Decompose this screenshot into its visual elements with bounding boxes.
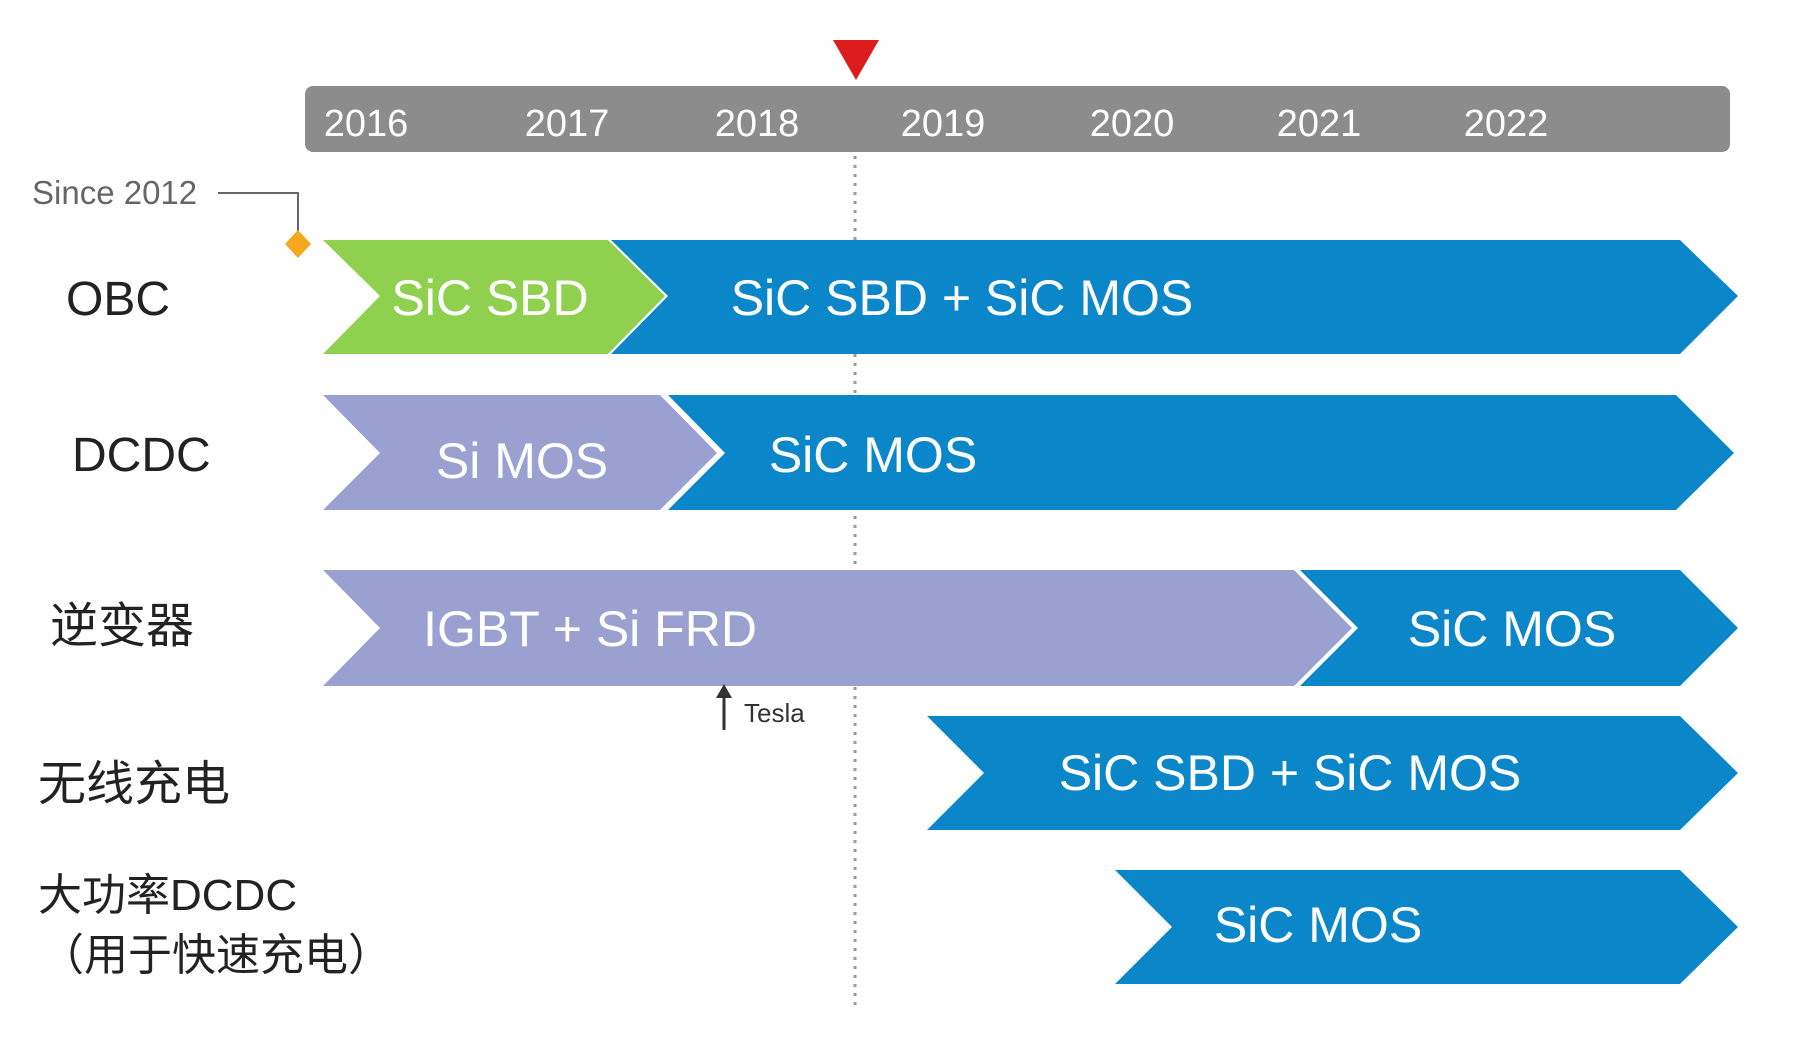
since-note: Since 2012: [32, 174, 197, 211]
segment-label: SiC MOS: [1214, 897, 1422, 953]
row-label-dcdc: DCDC: [72, 429, 211, 482]
segment-label: SiC SBD: [391, 270, 588, 326]
segment-label: IGBT + Si FRD: [423, 601, 757, 657]
year-label: 2022: [1464, 103, 1549, 145]
since-diamond-marker: [285, 230, 311, 258]
segment-wireless-charging-sic-sbd-sic-mos: [927, 716, 1738, 830]
segment-inverter-sic-mos: [1300, 570, 1738, 686]
since-note-leader-line: [218, 192, 299, 232]
segment-obc-sic-sbd-sic-mos: [611, 240, 1738, 354]
row-label-high-power-dcdc-note: （用于快速充电）: [40, 931, 392, 980]
segment-dcdc-sic-mos: [668, 395, 1734, 510]
segment-inverter-igbt-si-frd: [323, 570, 1352, 686]
tesla-note: Tesla: [744, 698, 805, 728]
row-label-inverter: 逆变器: [50, 600, 194, 653]
year-label: 2017: [525, 103, 610, 145]
segment-obc-sic-sbd: [323, 240, 665, 354]
segment-label: SiC SBD + SiC MOS: [731, 270, 1194, 326]
year-label: 2016: [324, 103, 409, 145]
year-label: 2018: [715, 103, 800, 145]
year-label: 2020: [1090, 103, 1175, 145]
segment-dcdc-si-mos: [323, 395, 717, 510]
segment-high-power-dcdc-sic-mos: [1115, 870, 1738, 984]
segment-label: Si MOS: [436, 433, 608, 489]
tesla-arrow-head: [716, 684, 732, 698]
row-label-obc: OBC: [66, 273, 170, 326]
row-label-high-power-dcdc: 大功率DCDC: [38, 871, 297, 920]
row-label-wireless-charging: 无线充电: [38, 758, 230, 811]
segment-label: SiC MOS: [769, 427, 977, 483]
year-label: 2019: [901, 103, 986, 145]
segment-label: SiC MOS: [1408, 601, 1616, 657]
timeline-bar: [305, 86, 1730, 152]
segment-label: SiC SBD + SiC MOS: [1059, 745, 1522, 801]
current-time-marker: [833, 40, 879, 80]
year-label: 2021: [1277, 103, 1362, 145]
